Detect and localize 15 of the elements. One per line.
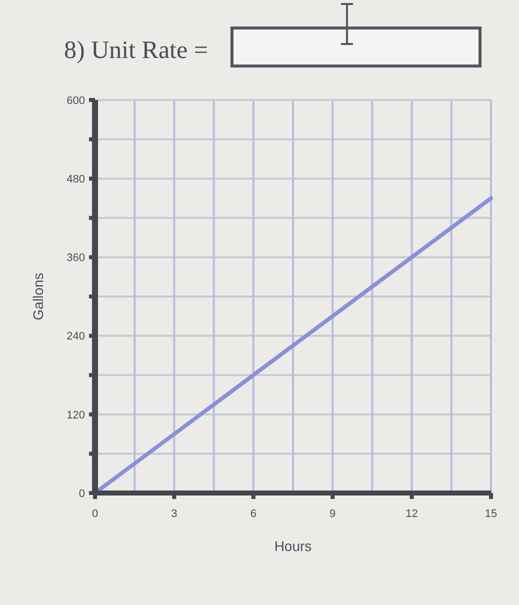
x-tick-label: 3 xyxy=(171,508,178,520)
x-tick-label: 0 xyxy=(92,508,98,520)
y-tick-label: 360 xyxy=(66,252,85,264)
y-tick-label: 120 xyxy=(66,409,85,422)
x-axis-title: Hours xyxy=(274,538,312,554)
y-tick-label: 0 xyxy=(78,488,85,500)
chart-title: 8) Unit Rate = xyxy=(64,37,208,64)
x-tick-label: 12 xyxy=(406,508,418,520)
y-tick-label: 240 xyxy=(66,330,85,343)
x-tick-label: 9 xyxy=(330,508,336,520)
x-tick-label: 15 xyxy=(484,508,498,520)
y-tick-label: 600 xyxy=(66,94,85,107)
x-tick-label: 6 xyxy=(250,508,256,520)
y-tick-label: 480 xyxy=(66,173,85,186)
y-axis-title: Gallons xyxy=(30,272,46,320)
